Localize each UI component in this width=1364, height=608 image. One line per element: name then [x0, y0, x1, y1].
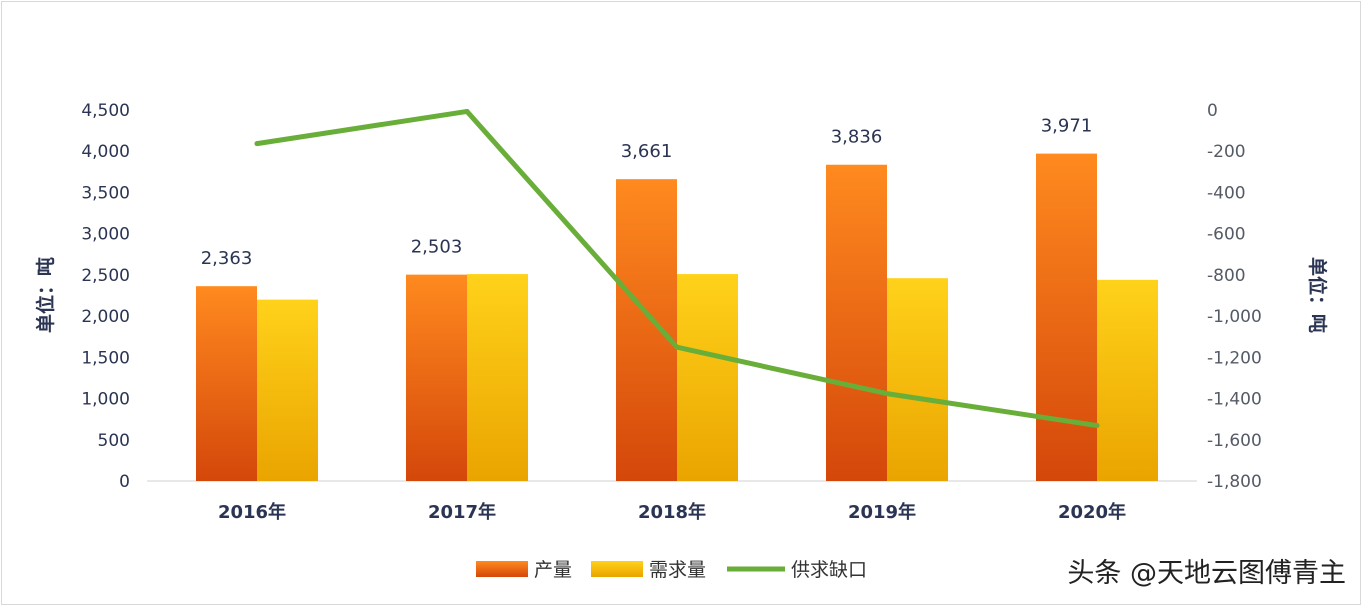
data-label: 3,971 — [1041, 116, 1093, 137]
line-point-3 — [674, 344, 680, 350]
data-label: 2,363 — [201, 248, 253, 269]
data-label: 3,836 — [831, 127, 883, 148]
legend-label: 产量 — [534, 559, 572, 581]
right-tick-label: -1,200 — [1207, 348, 1262, 368]
legend-label: 供求缺口 — [791, 559, 867, 581]
right-tick-label: -400 — [1207, 183, 1246, 203]
legend-item-production: 产量 — [476, 559, 572, 581]
bar-demand-1 — [257, 299, 318, 481]
category-labels: 2016年 2017年 2018年 2019年 2020年 — [218, 501, 1126, 523]
line-point-1 — [254, 141, 260, 147]
data-label: 2,503 — [411, 237, 463, 258]
line-point-4 — [884, 391, 890, 397]
line-point-5 — [1094, 423, 1100, 429]
legend-item-gap: 供求缺口 — [727, 559, 867, 581]
right-tick-label: -1,800 — [1207, 472, 1262, 492]
category-label: 2019年 — [848, 501, 916, 523]
bar-production-3 — [616, 179, 677, 481]
data-label: 3,661 — [621, 141, 673, 162]
right-tick-label: -800 — [1207, 266, 1246, 286]
category-label: 2018年 — [638, 501, 706, 523]
left-tick-label: 3,000 — [81, 225, 130, 245]
left-axis-ticks: 0 500 1,000 1,500 2,000 2,500 3,000 3,500 4,000 4… — [81, 101, 130, 492]
bar-production-1 — [196, 286, 257, 481]
bar-production-5 — [1036, 153, 1097, 482]
data-labels: 2,363 2,503 3,661 3,836 3,971 — [201, 116, 1093, 270]
left-tick-label: 1,500 — [81, 348, 130, 368]
legend-label: 需求量 — [649, 559, 706, 581]
legend-swatch — [591, 561, 643, 577]
legend-swatch — [476, 561, 528, 577]
right-tick-label: -1,600 — [1207, 431, 1262, 451]
right-tick-label: -200 — [1207, 142, 1246, 162]
category-label: 2016年 — [218, 501, 286, 523]
watermark: 头条 @天地云图傅青主 — [1067, 558, 1346, 589]
bar-demand-2 — [467, 274, 528, 481]
right-axis-title: 单位：吨 — [1306, 257, 1329, 333]
left-tick-label: 3,500 — [81, 183, 130, 203]
legend: 产量 需求量 供求缺口 — [476, 559, 867, 581]
bar-series — [196, 153, 1158, 482]
left-tick-label: 0 — [119, 472, 130, 492]
legend-item-demand: 需求量 — [591, 559, 706, 581]
left-tick-label: 2,000 — [81, 307, 130, 327]
category-label: 2020年 — [1058, 501, 1126, 523]
bar-demand-3 — [677, 274, 738, 481]
left-tick-label: 2,500 — [81, 266, 130, 286]
bar-production-4 — [826, 164, 887, 482]
category-label: 2017年 — [428, 501, 496, 523]
left-tick-label: 4,500 — [81, 101, 130, 121]
left-tick-label: 500 — [98, 431, 130, 451]
right-axis-ticks: -1,800 -1,600 -1,400 -1,200 -1,000 -800 -600 -4… — [1207, 101, 1262, 492]
right-tick-label: -1,400 — [1207, 390, 1262, 410]
bar-production-2 — [406, 274, 467, 481]
right-tick-label: -1,000 — [1207, 307, 1262, 327]
line-point-2 — [464, 108, 470, 114]
right-tick-label: -600 — [1207, 225, 1246, 245]
right-tick-label: 0 — [1207, 101, 1218, 121]
left-axis-title: 单位：吨 — [34, 257, 57, 333]
bar-demand-5 — [1097, 279, 1158, 481]
left-tick-label: 4,000 — [81, 142, 130, 162]
left-tick-label: 1,000 — [81, 390, 130, 410]
bar-demand-4 — [887, 278, 948, 481]
line-series — [254, 108, 1100, 429]
